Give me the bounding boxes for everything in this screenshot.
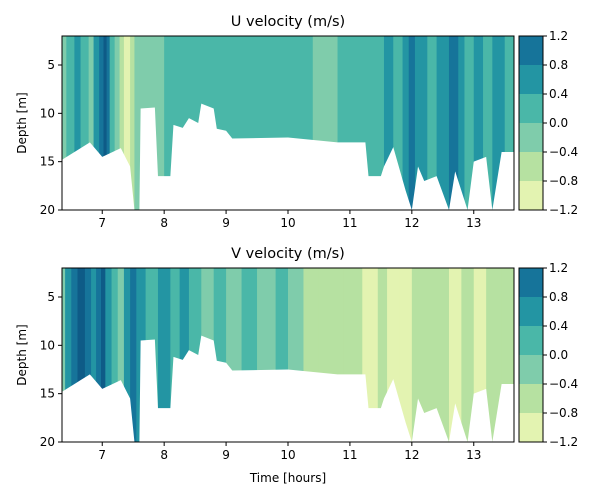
u-colorbar-tick-label: 0.4 xyxy=(549,87,568,101)
u-colorbar-segment xyxy=(519,36,543,65)
u-colorbar-segment xyxy=(519,94,543,123)
v-x-tick-label: 11 xyxy=(342,448,357,462)
u-contour-band xyxy=(458,36,465,210)
u-colorbar: −1.2 −0.8 −0.4 0.0 0.4 0.8 1.2 xyxy=(519,29,578,217)
v-colorbar-tick-label: −0.4 xyxy=(549,377,578,391)
u-colorbar-segment xyxy=(519,152,543,181)
v-x-tick-label: 8 xyxy=(160,448,168,462)
v-y-tick-label: 15 xyxy=(40,387,55,401)
u-y-axis: 5 10 15 20 xyxy=(40,58,62,217)
u-contour-band xyxy=(409,36,416,210)
u-panel-title: U velocity (m/s) xyxy=(231,14,345,30)
u-contour-field xyxy=(62,36,515,210)
v-x-tick-label: 7 xyxy=(98,448,106,462)
v-y-tick-label: 20 xyxy=(40,435,55,449)
u-colorbar-tick-label: −1.2 xyxy=(549,203,578,217)
u-y-tick-label: 10 xyxy=(40,106,55,120)
u-x-tick-label: 7 xyxy=(98,216,106,230)
v-colorbar-segment xyxy=(519,326,543,355)
u-x-tick-label: 12 xyxy=(404,216,419,230)
v-x-tick-label: 10 xyxy=(280,448,295,462)
v-colorbar: −1.2 −0.8 −0.4 0.0 0.4 0.8 1.2 xyxy=(519,261,578,449)
u-y-tick-label: 15 xyxy=(40,155,55,169)
v-x-axis: 7 8 9 10 11 12 13 xyxy=(98,442,481,462)
u-x-tick-label: 10 xyxy=(280,216,295,230)
v-colorbar-tick-label: 0.0 xyxy=(549,348,568,362)
u-colorbar-tick-label: −0.4 xyxy=(549,145,578,159)
v-panel-title: V velocity (m/s) xyxy=(231,246,345,262)
u-colorbar-segment xyxy=(519,65,543,94)
v-x-tick-label: 13 xyxy=(466,448,481,462)
u-colorbar-segment xyxy=(519,181,543,210)
u-colorbar-tick-label: 1.2 xyxy=(549,29,568,43)
v-y-axis-label: Depth [m] xyxy=(15,324,29,385)
v-x-axis-label: Time [hours] xyxy=(249,471,326,485)
v-colorbar-segment xyxy=(519,355,543,384)
v-x-tick-label: 9 xyxy=(222,448,230,462)
u-x-tick-label: 13 xyxy=(466,216,481,230)
u-colorbar-tick-label: 0.8 xyxy=(549,58,568,72)
u-y-tick-label: 20 xyxy=(40,203,55,217)
v-contour-field xyxy=(62,268,515,442)
v-colorbar-tick-label: −1.2 xyxy=(549,435,578,449)
u-y-axis-label: Depth [m] xyxy=(15,92,29,153)
v-colorbar-segment xyxy=(519,384,543,413)
u-x-tick-label: 8 xyxy=(160,216,168,230)
v-colorbar-tick-label: −0.8 xyxy=(549,406,578,420)
v-colorbar-segment xyxy=(519,413,543,442)
u-colorbar-tick-label: 0.0 xyxy=(549,116,568,130)
u-colorbar-tick-label: −0.8 xyxy=(549,174,578,188)
u-x-axis: 7 8 9 10 11 12 13 xyxy=(98,210,481,230)
u-colorbar-segment xyxy=(519,123,543,152)
v-colorbar-tick-label: 0.4 xyxy=(549,319,568,333)
u-velocity-panel: U velocity (m/s) 5 10 15 20 7 8 9 10 11 12 13 Dep… xyxy=(15,14,578,230)
u-x-tick-label: 9 xyxy=(222,216,230,230)
u-contour-band xyxy=(134,36,140,210)
v-y-tick-label: 5 xyxy=(47,290,55,304)
v-colorbar-segment xyxy=(519,297,543,326)
v-velocity-panel: V velocity (m/s) 5 10 15 20 7 8 9 10 11 12 13 Dep… xyxy=(15,246,578,485)
u-y-tick-label: 5 xyxy=(47,58,55,72)
u-x-tick-label: 11 xyxy=(342,216,357,230)
v-y-axis: 5 10 15 20 xyxy=(40,290,62,449)
v-colorbar-tick-label: 0.8 xyxy=(549,290,568,304)
v-x-tick-label: 12 xyxy=(404,448,419,462)
v-y-tick-label: 10 xyxy=(40,338,55,352)
v-colorbar-tick-label: 1.2 xyxy=(549,261,568,275)
v-colorbar-segment xyxy=(519,268,543,297)
